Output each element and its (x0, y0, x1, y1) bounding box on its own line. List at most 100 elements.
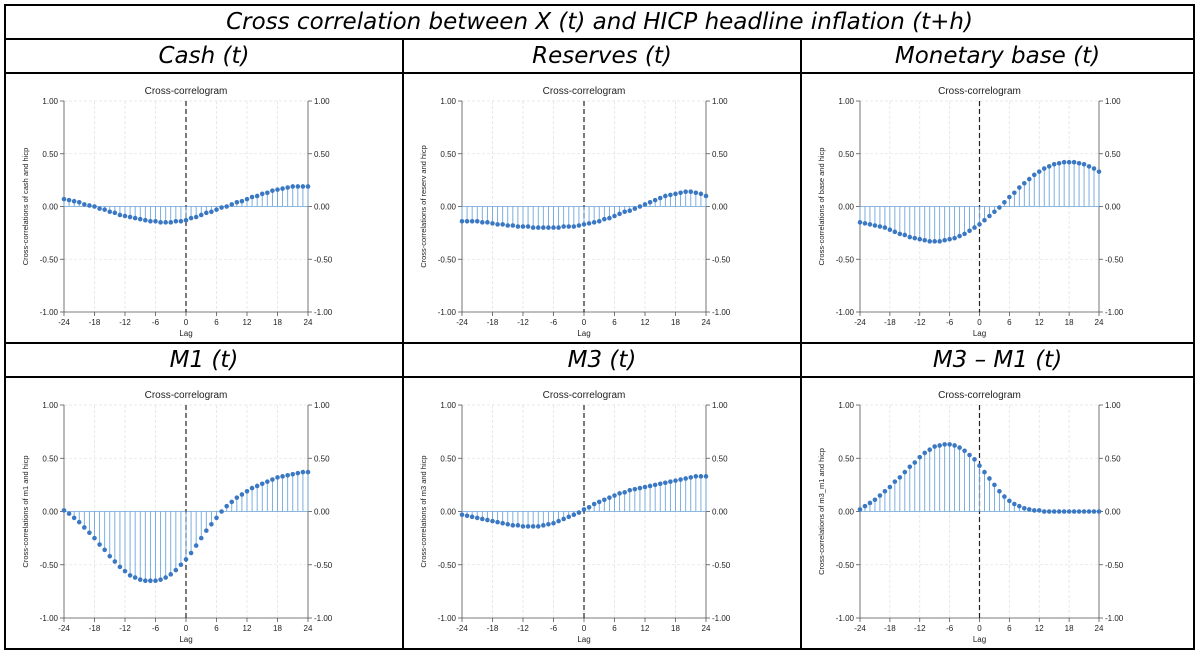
data-point (259, 191, 265, 197)
data-point (214, 207, 219, 212)
data-point (290, 184, 296, 189)
y-tick-label-right: 0.00 (712, 508, 728, 517)
panel-title-m1: M1 (t) (6, 344, 404, 378)
x-axis-label: Lag (577, 329, 590, 338)
y-tick-label-left: -0.50 (438, 255, 457, 264)
data-point (637, 485, 643, 491)
y-tick-label-left: 0.00 (838, 508, 854, 517)
y-tick-label-left: -1.00 (438, 308, 457, 317)
data-point (224, 503, 229, 509)
data-point (1051, 509, 1057, 514)
data-point (163, 220, 168, 225)
chart-cell-reserves: -1.00 -1.00 -0.50 -0.50 0.00 0.00 0.50 0.50 1.00… (404, 74, 802, 344)
data-point (977, 463, 982, 469)
figure-table: Cross correlation between X (t) and HICP… (4, 4, 1195, 650)
data-point (280, 186, 285, 191)
data-point (612, 213, 617, 219)
y-tick-label-left: -1.00 (438, 614, 457, 623)
y-axis-label: Cross-correlations of cash and hicp (21, 148, 30, 266)
panel-title-cash: Cash (t) (6, 40, 404, 74)
y-tick-label-left: 0.50 (42, 454, 58, 463)
data-point (1056, 509, 1062, 514)
x-tick-label: -18 (884, 624, 896, 633)
data-point (270, 477, 275, 482)
data-point (530, 524, 536, 529)
x-axis-label: Lag (179, 329, 192, 338)
x-tick-label: 24 (1095, 624, 1104, 633)
data-point (683, 189, 688, 195)
data-point (668, 192, 673, 198)
x-tick-label: -12 (517, 624, 529, 633)
data-point (198, 212, 204, 218)
data-point (224, 204, 229, 209)
y-tick-label-right: 0.00 (1105, 508, 1121, 517)
x-tick-label: 0 (977, 318, 982, 327)
data-point (647, 483, 653, 489)
data-point (183, 557, 189, 562)
data-point (698, 191, 704, 197)
data-point (857, 220, 863, 225)
x-tick-label: -18 (884, 318, 896, 327)
data-point (1012, 501, 1017, 507)
data-point (627, 208, 633, 214)
data-point (117, 212, 123, 218)
data-point (1026, 176, 1032, 182)
y-tick-label-left: -0.50 (40, 561, 59, 570)
data-point (188, 550, 194, 556)
data-point (693, 190, 699, 196)
data-point (1056, 160, 1062, 166)
data-point (1081, 162, 1087, 167)
data-point (937, 239, 942, 244)
data-point (1002, 494, 1007, 499)
x-tick-label: -18 (89, 624, 101, 633)
x-tick-label: 0 (582, 318, 587, 327)
data-point (485, 517, 490, 523)
data-point (244, 196, 250, 202)
x-axis-label: Lag (577, 635, 590, 644)
data-point (546, 225, 551, 230)
data-point (122, 213, 128, 219)
data-point (535, 524, 541, 529)
data-point (982, 217, 987, 223)
y-tick-label-right: 1.00 (1105, 401, 1121, 410)
data-point (997, 205, 1002, 210)
data-point (663, 480, 668, 486)
data-point (902, 469, 908, 475)
data-point (657, 195, 663, 201)
data-point (234, 495, 240, 500)
data-point (209, 521, 214, 527)
data-point (1046, 164, 1052, 169)
data-point (907, 234, 913, 240)
data-point (1041, 509, 1047, 514)
data-point (1086, 164, 1092, 169)
data-point (992, 209, 997, 215)
data-point (295, 184, 301, 189)
data-point (500, 520, 505, 526)
data-point (168, 220, 174, 225)
data-point (693, 474, 699, 479)
data-point (703, 474, 709, 479)
data-point (571, 512, 577, 517)
data-point (459, 218, 465, 224)
data-point (642, 202, 648, 207)
data-point (1031, 508, 1037, 513)
data-point (912, 460, 918, 465)
data-point (259, 481, 265, 487)
data-point (586, 504, 592, 510)
x-tick-label: -12 (119, 318, 131, 327)
correlogram-reserves: -1.00 -1.00 -0.50 -0.50 0.00 0.00 0.50 0.50 1.00… (419, 86, 731, 338)
data-point (556, 225, 561, 230)
data-point (1026, 507, 1032, 512)
chart-title: Cross-correlogram (543, 86, 626, 97)
data-point (663, 193, 668, 199)
data-point (168, 572, 174, 577)
x-tick-label: 18 (671, 318, 680, 327)
data-point (193, 214, 199, 220)
data-point (561, 224, 566, 229)
data-point (992, 482, 997, 488)
data-point (576, 510, 582, 515)
chart-title: Cross-correlogram (543, 390, 626, 401)
data-point (198, 535, 204, 541)
data-point (642, 484, 648, 490)
data-point (673, 478, 678, 483)
